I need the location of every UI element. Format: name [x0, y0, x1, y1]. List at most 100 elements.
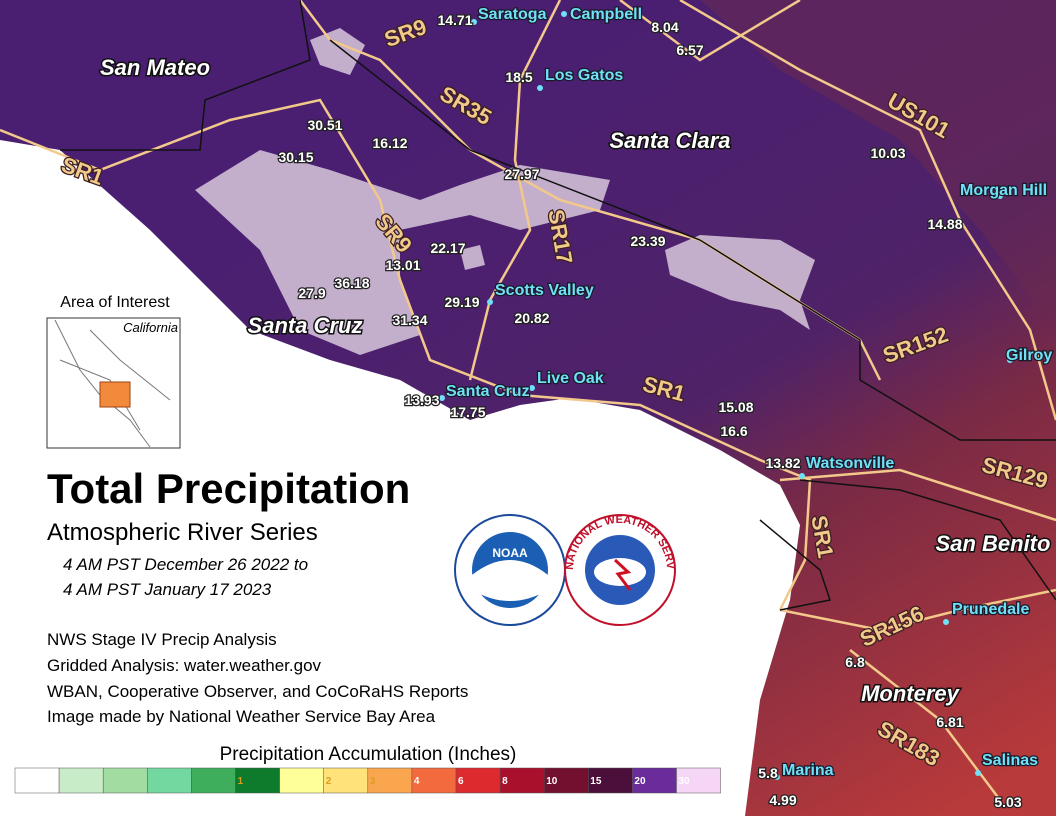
observation-value: 14.71 [437, 12, 472, 28]
inset-label: Area of Interest [60, 294, 170, 311]
credit: NWS Stage IV Precip Analysis [47, 630, 277, 649]
shade-region [700, 0, 1056, 330]
observation-value: 29.19 [444, 294, 479, 310]
county-label: Monterey [861, 681, 961, 706]
credit: WBAN, Cooperative Observer, and CoCoRaHS… [47, 682, 468, 701]
legend-tick: 15 [590, 776, 602, 787]
legend-swatch [367, 767, 413, 794]
observation-value: 23.39 [630, 233, 665, 249]
city-dot [529, 385, 535, 391]
observation-value: 13.01 [385, 257, 420, 273]
city-dot [997, 193, 1003, 199]
subtitle: Atmospheric River Series [47, 519, 318, 546]
city-label: Watsonville [806, 455, 894, 472]
legend: Precipitation Accumulation (Inches) 1 2 3 4… [14, 744, 721, 794]
credit: Image made by National Weather Service B… [47, 707, 436, 726]
city-label: Salinas [982, 752, 1038, 769]
city-label: Scotts Valley [495, 282, 594, 299]
county-label: San Benito [936, 531, 1051, 556]
county-label: Santa Cruz [248, 313, 363, 338]
legend-tick: 3 [370, 776, 376, 787]
legend-swatch [411, 767, 457, 794]
observation-value: 5.8 [758, 765, 778, 781]
city-dot [471, 19, 477, 25]
city-label: Prunedale [952, 601, 1029, 618]
inset-map: Area of Interest California [46, 294, 181, 449]
city-label: Campbell [570, 6, 642, 23]
ocean [0, 140, 800, 816]
legend-swatch [676, 767, 721, 794]
city-label: Saratoga [478, 6, 547, 23]
observation-value: 6.57 [676, 42, 703, 58]
legend-swatch [632, 767, 677, 794]
period-end: 4 AM PST January 17 2023 [63, 580, 272, 599]
observation-value: 10.03 [870, 145, 905, 161]
observation-value: 13.93 [404, 392, 439, 408]
legend-swatch [191, 767, 236, 794]
legend-swatch [455, 767, 501, 794]
observation-value: 5.03 [994, 794, 1021, 810]
legend-swatch [14, 767, 60, 794]
legend-tick: 8 [502, 776, 508, 787]
legend-tick: 20 [634, 776, 646, 787]
observation-value: 27.97 [504, 166, 539, 182]
inset-region: California [123, 320, 178, 335]
city-dot [799, 473, 805, 479]
inset-lines [54, 319, 171, 448]
legend-swatch [588, 767, 633, 794]
observation-value: 22.17 [430, 240, 465, 256]
observation-value: 16.6 [720, 423, 747, 439]
observation-value: 18.5 [505, 69, 532, 85]
observation-value: 17.75 [450, 404, 485, 420]
city-dot [537, 85, 543, 91]
city-label: Santa Cruz [446, 383, 530, 400]
city-dot [1007, 357, 1013, 363]
observation-value: 30.15 [278, 149, 313, 165]
terrain [195, 28, 815, 355]
legend-swatch [499, 767, 545, 794]
city-dot [439, 395, 445, 401]
noaa-text: NOAA [492, 546, 528, 560]
county-label: Santa Clara [609, 128, 730, 153]
observation-value: 15.08 [718, 399, 753, 415]
legend-swatch [323, 767, 369, 794]
inset-area [99, 381, 131, 408]
observation-value: 14.88 [927, 216, 962, 232]
legend-title: Precipitation Accumulation (Inches) [220, 744, 517, 765]
city-label: Marina [782, 762, 834, 779]
period-start: 4 AM PST December 26 2022 to [63, 555, 308, 574]
legend-tick: 6 [458, 776, 464, 787]
legend-tick: 4 [414, 776, 420, 787]
legend-swatch [235, 767, 280, 794]
city-dot [561, 11, 567, 17]
observation-value: 30.51 [307, 117, 342, 133]
observation-value: 16.12 [372, 135, 407, 151]
legend-tick: 1 [238, 776, 244, 787]
legend-swatch [279, 767, 324, 794]
observation-value: 6.8 [845, 654, 865, 670]
county-lines [60, 0, 1056, 611]
legend-tick: 10 [546, 776, 558, 787]
legend-tick: 30 [679, 776, 691, 787]
title: Total Precipitation [47, 465, 410, 512]
observation-value: 27.9 [298, 285, 325, 301]
legend-swatch [58, 767, 104, 794]
observation-value: 36.18 [334, 275, 369, 291]
legend-swatch [147, 767, 192, 794]
city-label: Live Oak [537, 370, 604, 387]
observation-value: 13.82 [765, 455, 800, 471]
city-dot [487, 299, 493, 305]
observation-value: 8.04 [651, 19, 678, 35]
city-dot [774, 774, 780, 780]
city-dot [943, 619, 949, 625]
legend-swatch [102, 767, 148, 794]
noaa-logo: NOAA [454, 514, 566, 626]
city-label: Gilroy [1006, 347, 1052, 364]
observation-value: 6.81 [936, 714, 963, 730]
observation-value: 20.82 [514, 310, 549, 326]
county-label: San Mateo [100, 55, 210, 80]
credit: Gridded Analysis: water.weather.gov [47, 656, 322, 675]
city-label: Morgan Hill [960, 182, 1047, 199]
observation-value: 4.99 [769, 792, 796, 808]
